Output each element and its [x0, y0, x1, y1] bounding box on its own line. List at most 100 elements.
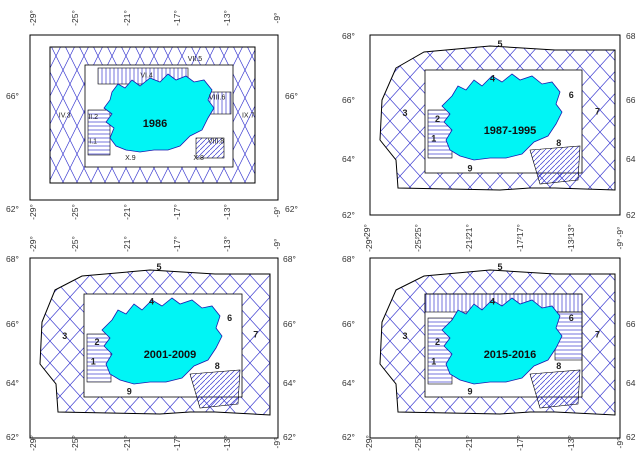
lon-tick: -9°: [615, 239, 625, 250]
lon-tick-bottom: -13°: [566, 435, 576, 451]
lon-tick-bottom: -29°: [362, 224, 372, 240]
iceland-landmass: [441, 73, 563, 161]
lon-tick-bottom: -9°: [615, 438, 625, 449]
lon-tick: -9°: [272, 239, 282, 250]
period-label: 1987-1995: [484, 125, 537, 137]
lon-tick: -17°: [515, 236, 525, 252]
lat-tick: 68°: [342, 31, 355, 41]
lat-tick: 64°: [342, 154, 355, 164]
lon-tick-bottom: -13°: [566, 224, 576, 240]
region-label: 9: [467, 387, 472, 397]
region-label: 3: [62, 331, 67, 341]
lat-tick: 68°: [342, 254, 355, 264]
lat-tick-right: 64: [626, 154, 636, 164]
lat-tick-right: 66°: [285, 91, 298, 101]
region-label: 3: [402, 108, 407, 118]
lat-tick-right: 62: [626, 432, 636, 442]
lon-tick-bottom: -9°: [272, 207, 282, 218]
region-label: VIII.6: [209, 95, 225, 102]
lon-tick: -29°: [28, 236, 38, 252]
region-label: 4: [149, 297, 154, 307]
lon-tick-bottom: -9°: [615, 227, 625, 238]
map-panel-2015-2016: -29° -25° -21° -17° -13° -9° -29° -25° -…: [342, 236, 636, 451]
lat-tick: 64°: [6, 378, 19, 388]
lon-tick-bottom: -21°: [122, 435, 132, 451]
lon-tick: -13°: [566, 236, 576, 252]
lat-tick: 66°: [342, 319, 355, 329]
lon-tick-bottom: -13°: [222, 204, 232, 220]
region-label: 6: [227, 313, 232, 323]
lon-tick: -25°: [70, 10, 80, 26]
lon-tick: -13°: [222, 10, 232, 26]
region-label: 1: [431, 357, 436, 367]
region-label: 5: [497, 262, 502, 272]
region-label: 2: [435, 114, 440, 124]
lat-tick: 62°: [342, 210, 355, 220]
lat-tick: 64°: [342, 378, 355, 388]
lat-tick-right: 64: [626, 378, 636, 388]
map-panel-1987-1995: 68° 66° 64° 62° 68 66 64 62 -29° -25° -2…: [342, 31, 636, 240]
region-label: VII.5: [188, 56, 203, 63]
region-label: 6: [569, 313, 574, 323]
region-label: 4: [490, 297, 495, 307]
map-frame: [29, 34, 279, 201]
region-label: 5: [156, 262, 161, 272]
region-label: 2: [435, 337, 440, 347]
region-label: 5: [497, 39, 502, 49]
lon-tick-bottom: -25°: [70, 435, 80, 451]
lat-tick-right: 66: [626, 319, 636, 329]
lat-tick-right: 68°: [283, 254, 296, 264]
region-label: IV.3: [59, 113, 71, 120]
region-label: VI.4: [140, 73, 153, 80]
period-label: 2015-2016: [484, 349, 537, 361]
lon-tick: -29°: [364, 236, 374, 252]
lon-tick: -17°: [172, 10, 182, 26]
lon-tick-bottom: -17°: [515, 435, 525, 451]
lon-tick-bottom: -9°: [272, 438, 282, 449]
region-labels: VII.5 VI.4 IV.3 IX.7 VIII.6 II.2 I.1 VIII.8 X.8 X…: [59, 39, 600, 397]
lat-tick-right: 64°: [283, 378, 296, 388]
iceland-landmass: [101, 297, 223, 385]
lon-tick-bottom: -21°: [464, 224, 474, 240]
region-label: 7: [595, 330, 600, 340]
lat-tick: 62°: [342, 432, 355, 442]
lat-tick-right: 66°: [283, 319, 296, 329]
lon-tick: -21°: [464, 236, 474, 252]
region-label: 2: [94, 337, 99, 347]
region-label: 8: [556, 138, 561, 148]
region-label: X.9: [125, 155, 136, 162]
region-label: 8: [215, 361, 220, 371]
lat-tick-right: 66: [626, 95, 636, 105]
lon-tick-bottom: -29°: [28, 204, 38, 220]
map-frame: [369, 34, 621, 216]
region-label: VIII.8: [208, 139, 224, 146]
lat-tick-right: 62°: [285, 204, 298, 214]
region-label: 6: [569, 90, 574, 100]
region-label: IX.7: [242, 113, 255, 120]
map-panel-1986: -29° -25° -21° -17° -13° -9° -29° -25° -…: [6, 10, 298, 220]
lon-tick-bottom: -21°: [464, 435, 474, 451]
lat-tick: 66°: [342, 95, 355, 105]
lon-tick-bottom: -13°: [222, 435, 232, 451]
lat-tick-right: 62°: [283, 432, 296, 442]
region-label: 7: [253, 330, 258, 340]
lon-tick: -21°: [122, 10, 132, 26]
lat-tick: 62°: [6, 204, 19, 214]
lat-tick-right: 68: [626, 31, 636, 41]
lon-tick-bottom: -29°: [364, 435, 374, 451]
lon-tick: -29°: [28, 10, 38, 26]
lat-tick: 66°: [6, 319, 19, 329]
lon-tick: -25°: [413, 236, 423, 252]
region-label: 1: [91, 357, 96, 367]
map-frame: [29, 257, 279, 439]
lon-tick-bottom: -17°: [172, 204, 182, 220]
map-panel-2001-2009: -29° -25° -21° -17° -13° -9° -29° -25° -…: [6, 236, 296, 451]
lat-tick: 62°: [6, 432, 19, 442]
lon-tick-bottom: -21°: [122, 204, 132, 220]
lon-tick-bottom: -25°: [413, 224, 423, 240]
lat-tick: 66°: [6, 91, 19, 101]
lon-tick-bottom: -25°: [70, 204, 80, 220]
lat-tick: 68°: [6, 254, 19, 264]
iceland-landmass: [103, 73, 215, 153]
